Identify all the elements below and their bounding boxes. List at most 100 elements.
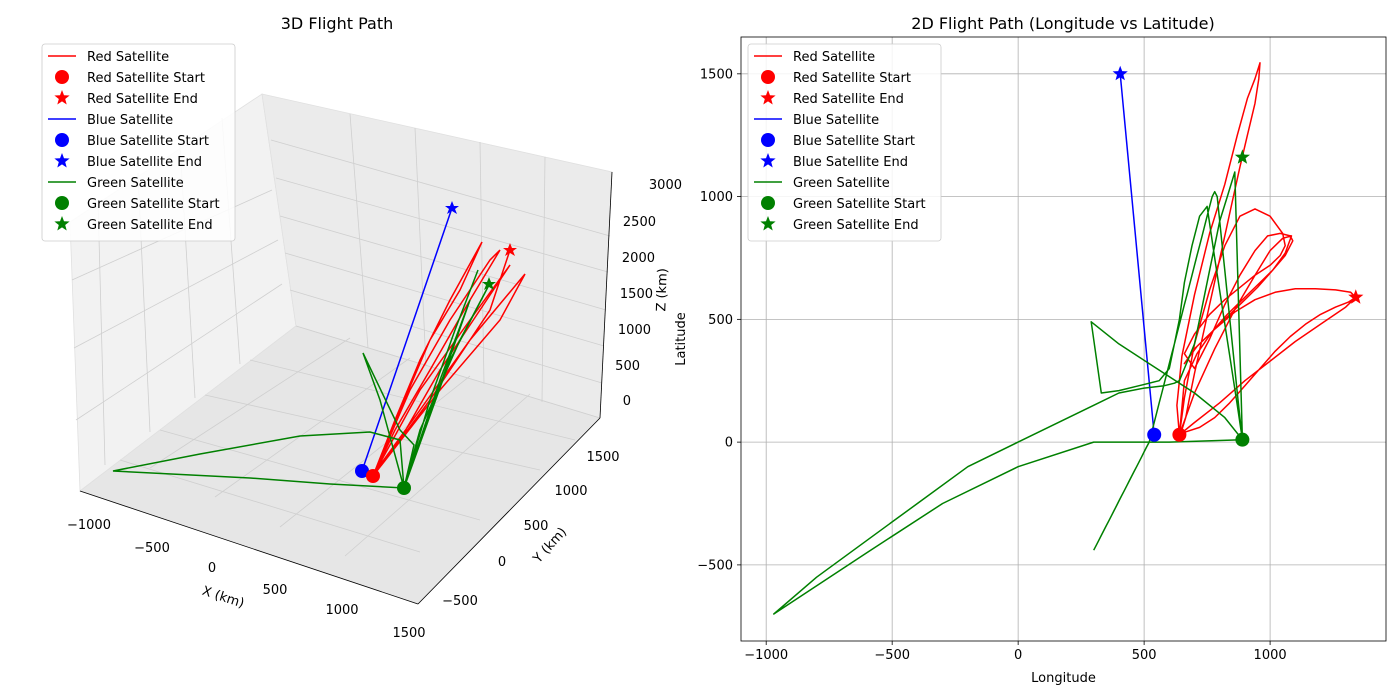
- legend-circle-swatch: [55, 133, 69, 147]
- y-tick-label: 500: [524, 519, 549, 534]
- x-tick-label: −500: [874, 648, 910, 663]
- y-tick-label: 1000: [554, 484, 587, 499]
- x-tick-label: 1500: [392, 626, 425, 641]
- blue-satellite-end-marker: [1112, 65, 1128, 81]
- legend-entry-label: Red Satellite Start: [87, 71, 205, 86]
- legend-circle-swatch: [761, 133, 775, 147]
- z-ticks-3d: 0 500 1000 1500 2000 2500 3000: [615, 178, 682, 409]
- x-tick-label: −1000: [67, 518, 111, 533]
- legend-entry-label: Green Satellite Start: [793, 197, 926, 212]
- markers-3d: [355, 201, 517, 495]
- x-ticks-3d: −1000 −500 0 500 1000 1500: [67, 518, 426, 641]
- legend-circle-swatch: [55, 70, 69, 84]
- z-tick-label: 3000: [649, 178, 682, 193]
- x-tick-label: 500: [263, 583, 288, 598]
- green-satellite-start-marker: [1235, 432, 1250, 447]
- blue-start-marker-3d: [355, 464, 369, 478]
- legend-entry-label: Red Satellite End: [793, 92, 904, 107]
- z-tick-label: 2000: [622, 251, 655, 266]
- blue-satellite-line: [1119, 73, 1155, 435]
- legend-entry-label: Green Satellite: [87, 176, 184, 191]
- x-tick-label: 500: [1132, 648, 1157, 663]
- red-satellite-start-marker: [1172, 427, 1187, 442]
- x-tick-label: 0: [208, 561, 216, 576]
- ticks-2d: −1000 −500 0 500 1000 −500 0 500 1000 1500: [697, 67, 1286, 663]
- legend-entry-label: Green Satellite: [793, 176, 890, 191]
- y-axis-label-2d: Latitude: [674, 312, 689, 366]
- z-tick-label: 2500: [623, 215, 656, 230]
- y-tick-label: 1500: [700, 67, 733, 82]
- x-tick-label: 1000: [325, 603, 358, 618]
- x-axis-label-3d: X (km): [200, 584, 246, 612]
- y-ticks-3d: −500 0 500 1000 1500: [442, 450, 619, 609]
- grid-3d: [71, 113, 611, 557]
- legend-entry-label: Blue Satellite Start: [793, 134, 915, 149]
- y-tick-label: 0: [725, 436, 733, 451]
- z-tick-label: 0: [623, 394, 631, 409]
- legend-entry-label: Red Satellite: [87, 50, 169, 65]
- legend-star-swatch: [760, 153, 776, 168]
- legend-entry-label: Blue Satellite: [87, 113, 173, 128]
- legend-star-swatch: [54, 90, 70, 105]
- legend-circle-swatch: [761, 196, 775, 210]
- legend-star-swatch: [760, 216, 776, 231]
- blue-path-3d: [361, 207, 453, 472]
- z-axis-3d: [599, 171, 613, 419]
- y-tick-label: 1500: [586, 450, 619, 465]
- legend-entry-label: Blue Satellite: [793, 113, 879, 128]
- red-satellite-end-marker: [1348, 289, 1364, 304]
- y-tick-label: −500: [442, 594, 478, 609]
- legend-entry-label: Blue Satellite End: [793, 155, 908, 170]
- z-axis-label-3d: Z (km): [654, 268, 671, 312]
- legend-entry-label: Red Satellite Start: [793, 71, 911, 86]
- y-tick-label: 500: [708, 313, 733, 328]
- green-end-marker-3d: [482, 277, 496, 290]
- panel-2d-flight-path: 2D Flight Path (Longitude vs Latitude) −…: [674, 14, 1387, 686]
- z-tick-label: 1000: [618, 323, 651, 338]
- legend-circle-swatch: [55, 196, 69, 210]
- x-tick-label: −1000: [744, 648, 788, 663]
- legend-star-swatch: [760, 90, 776, 105]
- legend-box: [41, 43, 236, 242]
- x-tick-label: −500: [134, 541, 170, 556]
- plot-area-frame: [740, 36, 1387, 642]
- x-tick-label: 1000: [1254, 648, 1287, 663]
- green-start-marker-3d: [397, 481, 411, 495]
- legend-entry-label: Blue Satellite Start: [87, 134, 209, 149]
- red-start-marker-3d: [366, 469, 380, 483]
- legend-2d: Red Satellite Red Satellite Start Red Sate…: [747, 43, 942, 242]
- y-tick-label: 0: [498, 555, 506, 570]
- legend-entry-label: Green Satellite End: [87, 218, 213, 233]
- markers-2d: [1112, 65, 1364, 447]
- x-axis-3d: [79, 490, 419, 605]
- green-satellite-line: [773, 171, 1244, 615]
- x-tick-label: 0: [1014, 648, 1022, 663]
- y-tick-label: 1000: [700, 190, 733, 205]
- legend-circle-swatch: [761, 70, 775, 84]
- panel-3d-flight-path: 3D Flight Path: [41, 14, 682, 641]
- green-satellite-end-marker: [1234, 149, 1250, 164]
- legend-star-swatch: [54, 153, 70, 168]
- title-3d: 3D Flight Path: [281, 14, 393, 33]
- blue-end-marker-3d: [445, 201, 459, 214]
- legend-star-swatch: [54, 216, 70, 231]
- legend-entry-label: Red Satellite: [793, 50, 875, 65]
- series-2d: [773, 62, 1357, 615]
- legend-entry-label: Green Satellite Start: [87, 197, 220, 212]
- z-tick-label: 1500: [620, 287, 653, 302]
- title-2d: 2D Flight Path (Longitude vs Latitude): [911, 14, 1214, 33]
- blue-satellite-start-marker: [1147, 427, 1162, 442]
- x-axis-label-2d: Longitude: [1031, 671, 1096, 686]
- legend-entry-label: Blue Satellite End: [87, 155, 202, 170]
- red-end-marker-3d: [503, 243, 517, 256]
- green-path-3d: [112, 269, 490, 489]
- legend-3d: Red Satellite Red Satellite Start Red Sate…: [41, 43, 236, 242]
- trajectories-3d: [112, 207, 526, 489]
- legend-box: [747, 43, 942, 242]
- legend-entry-label: Red Satellite End: [87, 92, 198, 107]
- red-satellite-line: [1176, 62, 1357, 436]
- legend-entry-label: Green Satellite End: [793, 218, 919, 233]
- y-tick-label: −500: [697, 558, 733, 573]
- z-tick-label: 500: [615, 359, 640, 374]
